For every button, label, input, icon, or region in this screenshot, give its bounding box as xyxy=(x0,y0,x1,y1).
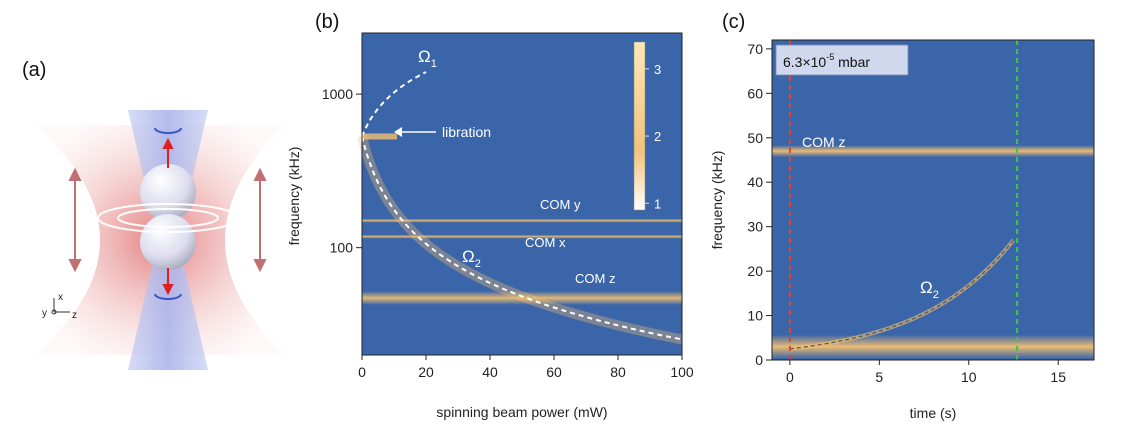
plot-b-frame xyxy=(361,32,683,356)
com-y-label: COM y xyxy=(540,197,581,212)
dipole-arrows xyxy=(162,137,174,296)
com-z-label-b: COM z xyxy=(575,271,615,286)
pressure-label: 6.3×10-5 mbar xyxy=(783,52,870,70)
plot-c-background xyxy=(772,40,1094,360)
panel-b: (b) 1 2 3 Ω1 Ω2 libration COM y COM x COM … xyxy=(286,11,694,420)
plot-b xyxy=(357,33,684,355)
omega2-label-c: Ω2 xyxy=(920,278,939,301)
ytick-label-c-1: 10 xyxy=(747,308,763,324)
ytick-label-c-0: 0 xyxy=(755,352,763,368)
mode-line-0 xyxy=(362,218,682,223)
omega1-curve xyxy=(361,71,427,137)
axis-x-label: x xyxy=(58,292,63,303)
axis-z-label: z xyxy=(72,310,77,321)
omega1-label: Ω1 xyxy=(418,47,437,70)
mode-line-2 xyxy=(362,291,682,306)
xtick-label-b-3: 60 xyxy=(546,364,562,380)
plot-c xyxy=(772,40,1094,360)
pressure-box xyxy=(775,44,909,76)
com-z-label-c: COM z xyxy=(802,134,846,150)
mode-line-c-0 xyxy=(772,145,1094,158)
ytick-label-c-7: 70 xyxy=(747,41,763,57)
panel-c: (c) 6.3×10-5 mbar COM z Ω2 frequency (kH… xyxy=(709,11,1095,421)
orbit-rings xyxy=(97,203,239,233)
ytick-label-c-4: 40 xyxy=(747,174,763,190)
xlabel-b: spinning beam power (mW) xyxy=(436,404,607,420)
xtick-label-c-1: 5 xyxy=(875,369,883,385)
ytick-label-c-2: 20 xyxy=(747,263,763,279)
xtick-label-c-0: 0 xyxy=(786,369,794,385)
panel-c-label: (c) xyxy=(722,11,745,33)
sphere-top xyxy=(140,164,196,220)
mode-line-c-1 xyxy=(772,334,1094,359)
ylabel-c: frequency (kHz) xyxy=(709,151,725,250)
ytick-label-c-6: 60 xyxy=(747,85,763,101)
panel-a-label: (a) xyxy=(22,59,46,81)
colorbar xyxy=(633,41,646,211)
omega2-label: Ω2 xyxy=(462,247,481,270)
xtick-label-b-4: 80 xyxy=(610,364,626,380)
xtick-label-b-2: 40 xyxy=(482,364,498,380)
ytick-label-c-5: 50 xyxy=(747,130,763,146)
axis-y-label: y xyxy=(42,308,47,319)
panel-b-label: (b) xyxy=(315,11,339,33)
colorbar-tick-label-1: 2 xyxy=(654,129,661,144)
libration-band xyxy=(362,133,397,140)
panel-a: (a) xyxy=(22,59,285,370)
ytick-label-b-0: 100 xyxy=(330,240,354,256)
com-x-label: COM x xyxy=(525,235,566,250)
rotation-arrows xyxy=(154,127,182,300)
colorbar-tick-label-0: 1 xyxy=(654,196,661,211)
xtick-label-b-5: 100 xyxy=(670,364,694,380)
xlabel-c: time (s) xyxy=(910,405,957,421)
omega2-curve xyxy=(361,136,683,341)
libration-label: libration xyxy=(442,124,491,140)
ytick-label-c-3: 30 xyxy=(747,219,763,235)
ytick-label-b-1: 1000 xyxy=(322,86,353,102)
xtick-label-b-0: 0 xyxy=(358,364,366,380)
plot-c-frame xyxy=(771,39,1095,361)
xtick-label-b-1: 20 xyxy=(418,364,434,380)
coordinate-axes xyxy=(51,298,70,315)
omega2-fit-c xyxy=(789,239,1014,350)
ylabel-b: frequency (kHz) xyxy=(286,147,302,246)
polarization-arrows xyxy=(68,167,267,273)
mode-line-1 xyxy=(362,234,682,239)
colorbar-tick-label-2: 3 xyxy=(654,62,661,77)
libration-arrow xyxy=(394,127,436,137)
xtick-label-c-2: 10 xyxy=(961,369,977,385)
xtick-label-c-3: 15 xyxy=(1050,369,1066,385)
sphere-bottom xyxy=(140,214,196,270)
